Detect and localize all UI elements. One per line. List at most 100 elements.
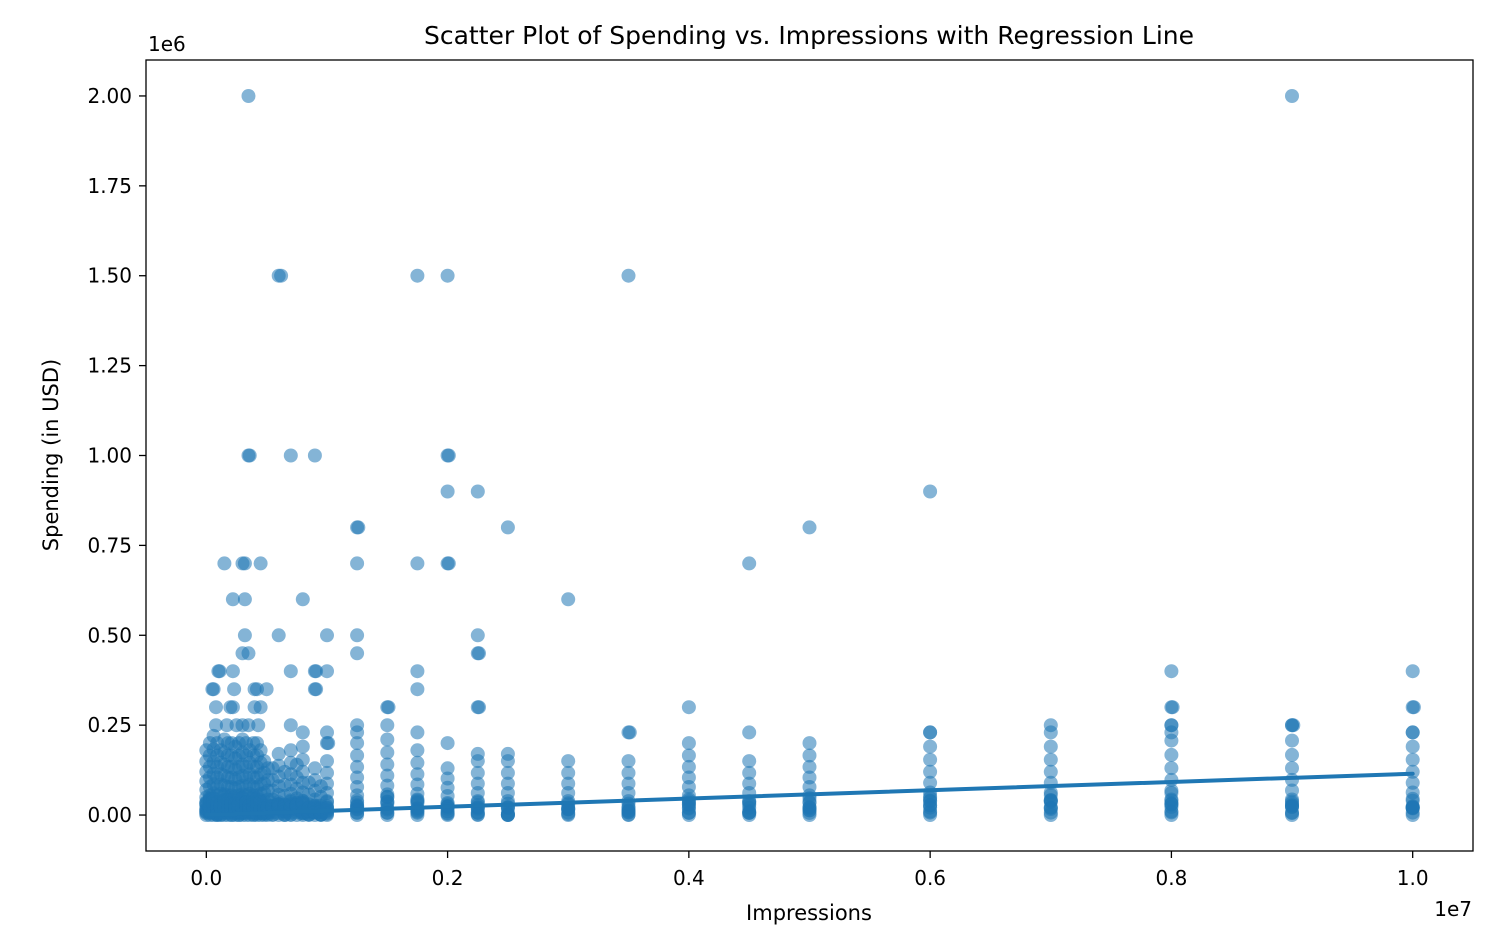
- data-point: [237, 556, 252, 571]
- data-point: [621, 268, 636, 283]
- data-point: [621, 776, 636, 791]
- y-tick-label: 2.00: [87, 84, 132, 108]
- data-point: [470, 805, 485, 820]
- data-point: [350, 628, 365, 643]
- data-point: [320, 754, 334, 769]
- data-point: [802, 736, 817, 751]
- data-point: [742, 725, 757, 740]
- y-tick-label: 1.00: [87, 444, 132, 468]
- data-point: [380, 718, 395, 733]
- data-point: [742, 805, 757, 820]
- data-point: [283, 718, 298, 733]
- data-point: [410, 268, 425, 283]
- data-point: [1405, 799, 1420, 814]
- data-point: [440, 806, 455, 821]
- data-point: [380, 745, 395, 760]
- data-point: [253, 700, 268, 715]
- points-layer: [199, 89, 1421, 822]
- data-point: [440, 761, 455, 776]
- data-point: [241, 718, 256, 733]
- data-point: [206, 682, 221, 697]
- data-point: [307, 761, 322, 776]
- data-point: [561, 776, 576, 791]
- data-point: [309, 664, 324, 679]
- data-point: [350, 770, 365, 785]
- data-point: [381, 700, 396, 715]
- data-point: [350, 646, 365, 661]
- data-point: [209, 700, 223, 715]
- y-tick-label: 0.75: [87, 533, 132, 557]
- data-point: [472, 700, 486, 715]
- data-point: [410, 777, 425, 792]
- data-point: [1286, 718, 1301, 733]
- data-point: [320, 765, 334, 780]
- data-point: [1164, 664, 1179, 679]
- data-point: [225, 700, 240, 715]
- x-axis-ticks: 0.0 0.2 0.4 0.6 0.8 1.0: [190, 851, 1429, 890]
- data-point: [742, 765, 757, 780]
- data-point: [802, 770, 817, 785]
- data-point: [320, 664, 334, 679]
- data-point: [923, 725, 938, 740]
- data-point: [320, 628, 334, 643]
- data-point: [500, 765, 515, 780]
- y-tick-label: 0.50: [87, 623, 132, 647]
- data-point: [212, 664, 227, 679]
- data-point: [923, 798, 938, 813]
- data-point: [1164, 725, 1179, 740]
- data-point: [681, 748, 696, 763]
- data-point: [217, 556, 232, 571]
- data-point: [1164, 761, 1179, 776]
- data-point: [295, 752, 310, 767]
- data-point: [1406, 700, 1421, 715]
- data-point: [241, 646, 256, 661]
- data-point: [1164, 796, 1179, 811]
- data-point: [350, 759, 365, 774]
- data-point: [923, 775, 938, 790]
- chart-title: Scatter Plot of Spending vs. Impressions…: [424, 21, 1194, 50]
- data-point: [259, 682, 274, 697]
- data-point: [500, 807, 515, 822]
- regression-line: [204, 771, 1415, 818]
- data-point: [242, 448, 257, 463]
- y-axis-title: Spending (in USD): [39, 359, 63, 551]
- y-tick-label: 1.50: [87, 264, 132, 288]
- data-point: [410, 556, 425, 571]
- data-point: [470, 776, 485, 791]
- x-tick-label: 0.8: [1156, 866, 1188, 890]
- data-point: [923, 739, 938, 754]
- x-offset-label: 1e7: [1434, 897, 1472, 921]
- data-point: [219, 718, 234, 733]
- data-point: [681, 736, 696, 751]
- data-point: [350, 736, 365, 751]
- data-point: [1405, 752, 1420, 767]
- x-tick-label: 0.6: [914, 866, 946, 890]
- data-point: [410, 743, 425, 758]
- data-point: [1285, 733, 1299, 748]
- data-point: [380, 778, 395, 793]
- data-point: [561, 592, 576, 607]
- y-axis-ticks: 0.00 0.25 0.50 0.75 1.00 1.25 1.50 1.75 2.00: [87, 84, 146, 827]
- data-point: [470, 484, 485, 499]
- data-point: [923, 752, 938, 767]
- data-point: [1405, 739, 1420, 754]
- data-point: [350, 748, 365, 763]
- data-point: [500, 746, 515, 761]
- data-point: [1165, 700, 1180, 715]
- data-point: [742, 556, 757, 571]
- data-point: [1043, 739, 1058, 754]
- data-point: [681, 759, 696, 774]
- data-point: [271, 746, 286, 761]
- data-point: [500, 776, 515, 791]
- data-point: [1164, 747, 1179, 762]
- data-point: [410, 755, 425, 770]
- data-point: [320, 801, 334, 816]
- data-point: [295, 739, 310, 754]
- x-tick-label: 0.2: [432, 866, 464, 890]
- data-point: [251, 718, 266, 733]
- data-point: [321, 736, 336, 751]
- data-point: [237, 592, 252, 607]
- data-point: [283, 664, 298, 679]
- data-point: [271, 628, 286, 643]
